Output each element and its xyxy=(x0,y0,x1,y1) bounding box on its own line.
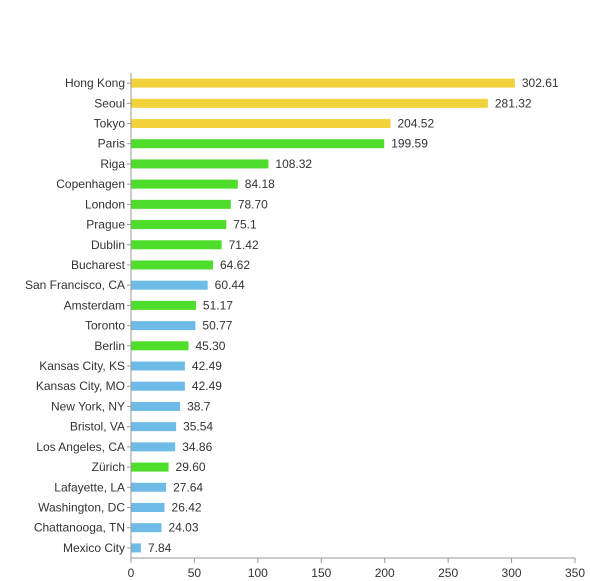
x-tick-label: 50 xyxy=(188,566,202,580)
category-label: Washington, DC xyxy=(38,500,125,514)
category-label: Amsterdam xyxy=(64,298,125,312)
category-label: Kansas City, MO xyxy=(36,379,125,393)
category-label: Toronto xyxy=(85,319,125,333)
category-label: Zürich xyxy=(92,460,125,474)
x-tick-label: 200 xyxy=(375,566,395,580)
bar xyxy=(131,220,227,230)
bar xyxy=(131,543,141,553)
x-tick-label: 350 xyxy=(565,566,585,580)
value-label: 108.32 xyxy=(275,157,312,171)
x-tick-label: 250 xyxy=(438,566,458,580)
value-label: 42.49 xyxy=(192,359,222,373)
x-tick-label: 0 xyxy=(128,566,135,580)
bars-group: Hong Kong 302.61 Seoul 281.32 Tokyo 204.52 Par… xyxy=(25,76,559,555)
category-label: Prague xyxy=(86,218,125,232)
value-label: 204.52 xyxy=(397,117,434,131)
bar xyxy=(131,401,181,411)
category-label: Riga xyxy=(100,157,125,171)
category-label: Tokyo xyxy=(94,117,126,131)
value-label: 26.42 xyxy=(172,500,202,514)
category-label: New York, NY xyxy=(51,399,125,413)
value-label: 29.60 xyxy=(176,460,206,474)
value-label: 34.86 xyxy=(182,440,212,454)
value-label: 35.54 xyxy=(183,420,213,434)
value-label: 24.03 xyxy=(168,521,198,535)
value-label: 199.59 xyxy=(391,137,428,151)
bar xyxy=(131,523,162,533)
category-label: Chattanooga, TN xyxy=(34,521,125,535)
category-label: Los Angeles, CA xyxy=(36,440,125,454)
bar xyxy=(131,462,169,472)
value-label: 7.84 xyxy=(148,541,172,555)
bar xyxy=(131,139,385,149)
value-label: 78.70 xyxy=(238,197,268,211)
bar xyxy=(131,240,222,250)
x-tick-label: 100 xyxy=(248,566,268,580)
value-label: 302.61 xyxy=(522,76,559,90)
bar xyxy=(131,119,391,129)
value-label: 71.42 xyxy=(229,238,259,252)
category-label: Copenhagen xyxy=(56,177,125,191)
bar xyxy=(131,179,238,189)
value-label: 84.18 xyxy=(245,177,275,191)
bar xyxy=(131,341,189,351)
value-label: 60.44 xyxy=(215,278,245,292)
value-label: 64.62 xyxy=(220,258,250,272)
value-label: 38.7 xyxy=(187,399,211,413)
bar xyxy=(131,159,269,169)
bar xyxy=(131,321,196,331)
category-label: London xyxy=(85,197,125,211)
value-label: 281.32 xyxy=(495,96,532,110)
category-label: Kansas City, KS xyxy=(39,359,125,373)
value-label: 27.64 xyxy=(173,480,203,494)
category-label: Dublin xyxy=(91,238,125,252)
value-label: 42.49 xyxy=(192,379,222,393)
category-label: Paris xyxy=(98,137,125,151)
bar xyxy=(131,300,196,310)
bar xyxy=(131,78,515,88)
bar xyxy=(131,260,213,270)
value-label: 51.17 xyxy=(203,298,233,312)
category-label: San Francisco, CA xyxy=(25,278,125,292)
bar xyxy=(131,482,167,492)
category-label: Bucharest xyxy=(71,258,126,272)
value-label: 45.30 xyxy=(195,339,225,353)
x-tick-label: 300 xyxy=(502,566,522,580)
bar xyxy=(131,361,185,371)
bar xyxy=(131,98,488,108)
bar xyxy=(131,280,208,290)
category-label: Hong Kong xyxy=(65,76,125,90)
x-axis-ticks: 0 50 100 150 200 250 300 350 xyxy=(128,558,585,580)
category-label: Mexico City xyxy=(63,541,125,555)
category-label: Berlin xyxy=(94,339,125,353)
bar xyxy=(131,199,231,209)
bar xyxy=(131,381,185,391)
x-tick-label: 150 xyxy=(311,566,331,580)
category-label: Seoul xyxy=(94,96,125,110)
bar xyxy=(131,502,165,512)
category-label: Lafayette, LA xyxy=(54,480,125,494)
value-label: 75.1 xyxy=(233,218,257,232)
value-label: 50.77 xyxy=(202,319,232,333)
category-label: Bristol, VA xyxy=(70,420,125,434)
bar xyxy=(131,442,176,452)
bar xyxy=(131,422,177,432)
